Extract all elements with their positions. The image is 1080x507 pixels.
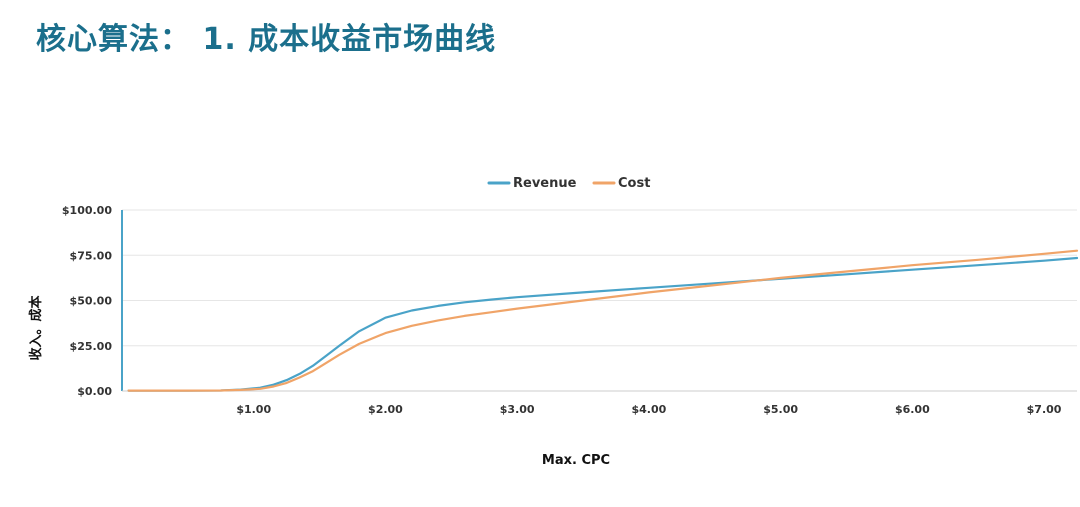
x-tick-label: $3.00	[500, 403, 535, 416]
series-lines	[127, 249, 1079, 392]
tick-labels: $0.00 $25.00 $50.00 $75.00 $100.00 $1.00 $2.00…	[62, 204, 1062, 416]
slide-title: 核心算法： 1. 成本收益市场曲线	[36, 22, 497, 57]
y-tick-label: $25.00	[70, 340, 113, 353]
y-tick-label: $0.00	[77, 385, 112, 398]
series-line-revenue[interactable]	[127, 256, 1079, 392]
x-tick-label: $1.00	[236, 403, 271, 416]
legend-label-cost[interactable]: Cost	[618, 176, 650, 191]
x-tick-label: $6.00	[895, 403, 930, 416]
x-axis-title: Max. CPC	[542, 453, 610, 468]
y-axis-title: 收入。成本	[28, 295, 44, 360]
x-tick-label: $4.00	[631, 403, 666, 416]
x-tick-label: $5.00	[763, 403, 798, 416]
x-tick-label: $2.00	[368, 403, 403, 416]
legend: Revenue Cost	[487, 176, 650, 191]
legend-label-revenue[interactable]: Revenue	[513, 176, 577, 191]
y-tick-label: $50.00	[70, 295, 113, 308]
x-tick-label: $7.00	[1027, 403, 1062, 416]
series-line-cost[interactable]	[127, 249, 1079, 392]
y-tick-label: $75.00	[70, 249, 113, 262]
axes	[121, 210, 1077, 392]
y-tick-label: $100.00	[62, 204, 112, 217]
grid-lines	[122, 209, 1077, 347]
